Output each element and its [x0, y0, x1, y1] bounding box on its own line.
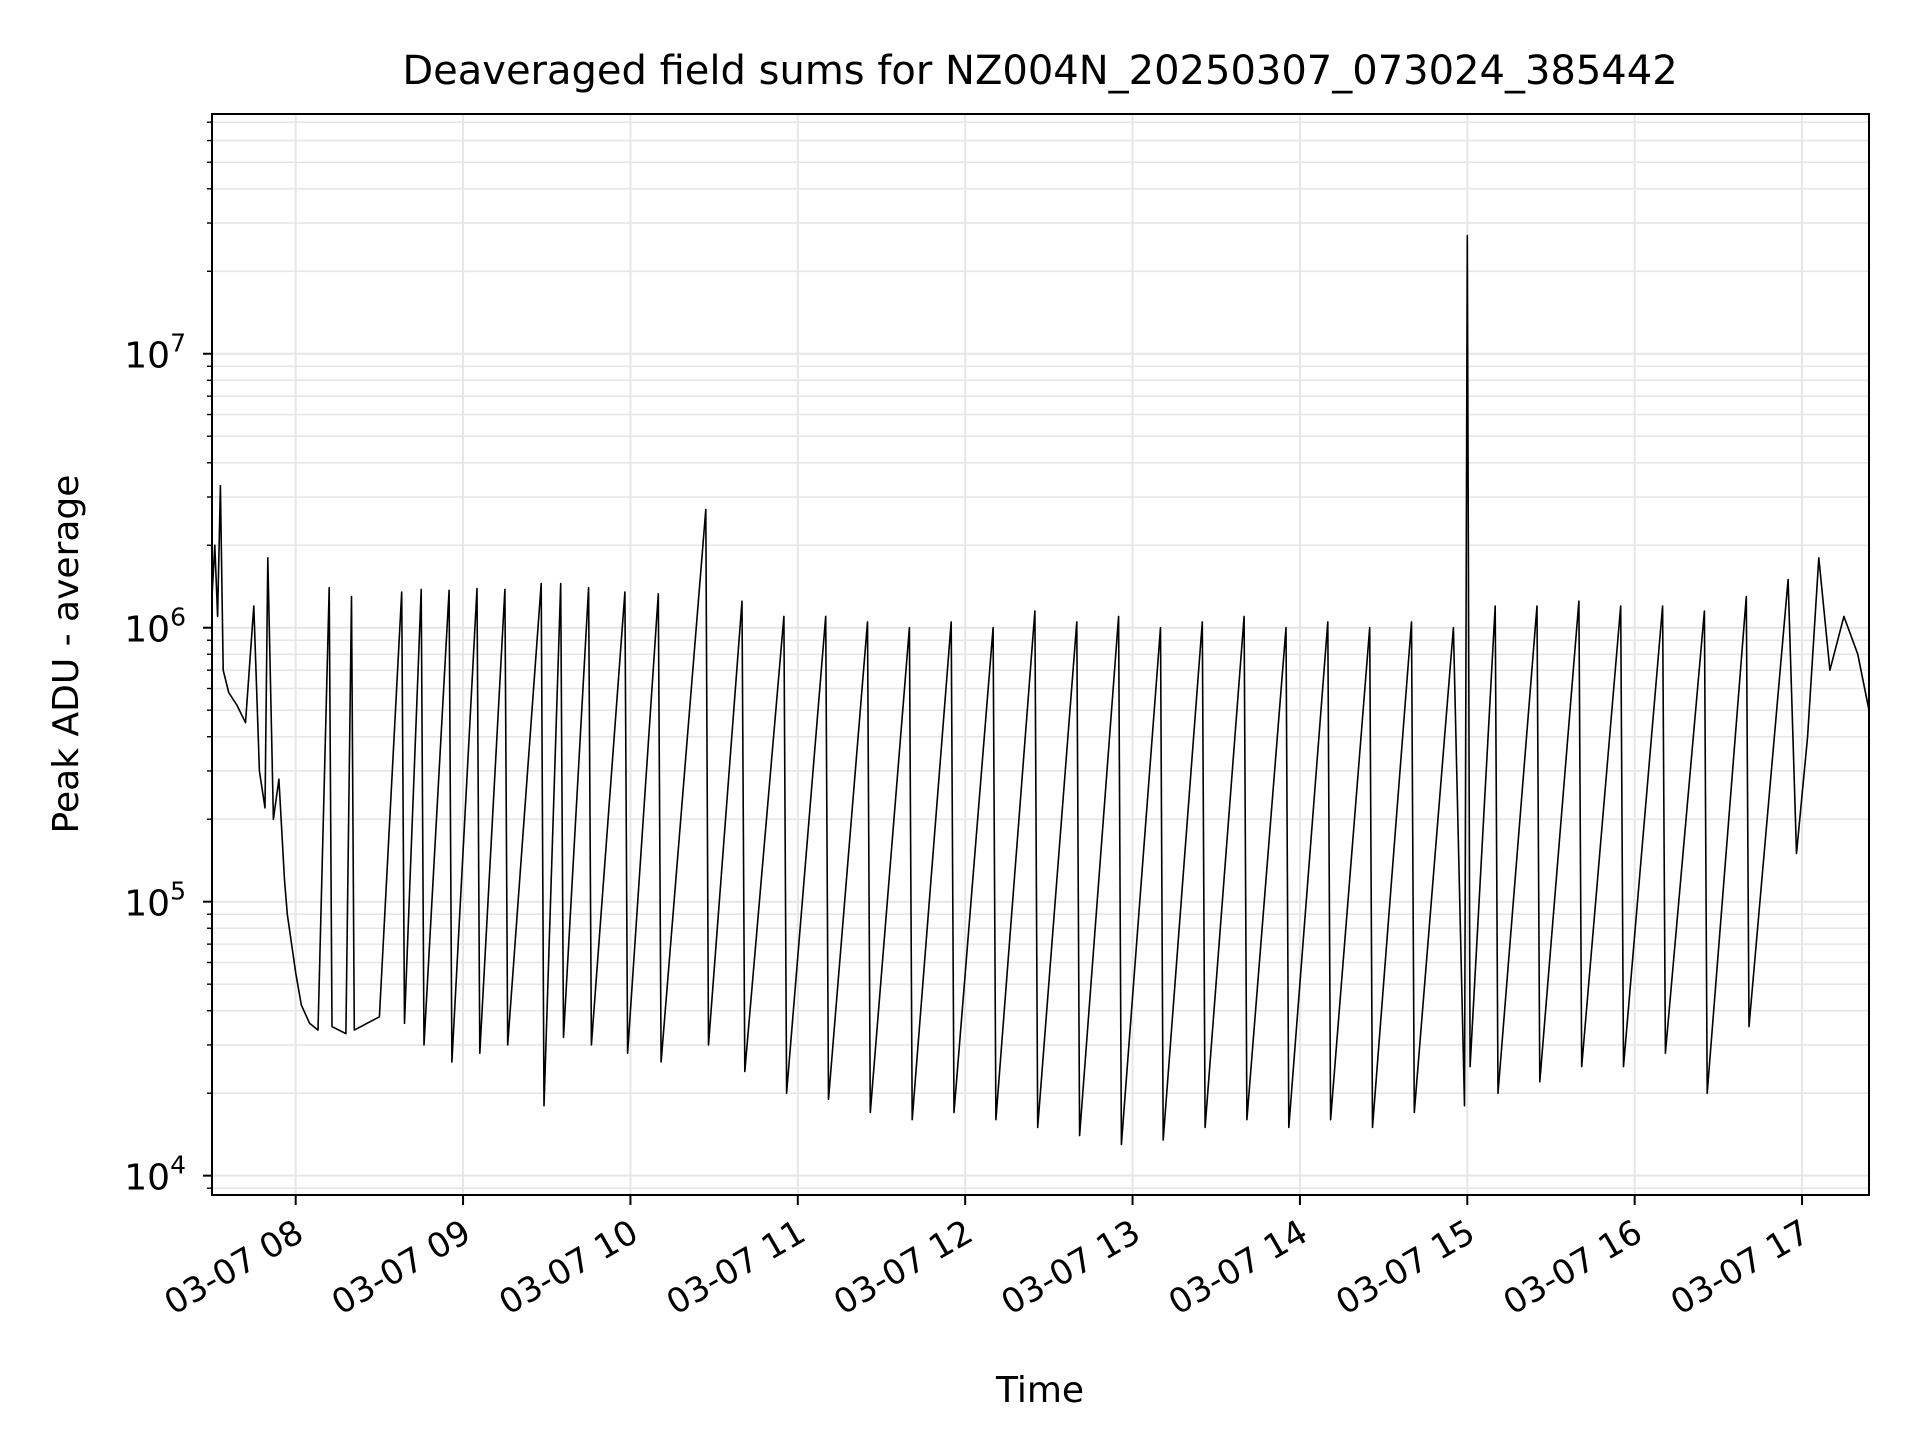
y-tick-label: 105 [124, 877, 186, 925]
y-tick-label: 107 [124, 329, 186, 377]
chart-title: Deaveraged field sums for NZ004N_2025030… [402, 48, 1677, 94]
x-tick-label: 03-07 08 [158, 1212, 310, 1323]
x-tick-label: 03-07 13 [995, 1212, 1147, 1323]
x-axis-label: Time [995, 1370, 1084, 1411]
y-tick-label: 104 [124, 1151, 186, 1199]
y-axis-label: Peak ADU - average [46, 475, 87, 834]
x-axis: 03-07 08 03-07 09 03-07 10 03-07 11 03-07 12… [158, 1195, 1817, 1323]
x-tick-label: 03-07 17 [1664, 1212, 1816, 1323]
x-tick-label: 03-07 12 [827, 1212, 979, 1323]
x-tick-label: 03-07 11 [660, 1212, 812, 1323]
x-tick-label: 03-07 16 [1497, 1212, 1649, 1323]
x-tick-label: 03-07 09 [325, 1212, 477, 1323]
x-tick-label: 03-07 14 [1162, 1212, 1314, 1323]
x-tick-label: 03-07 15 [1329, 1212, 1481, 1323]
y-axis: 104 105 106 107 [124, 121, 212, 1199]
y-tick-label: 106 [124, 603, 186, 651]
series-line [211, 234, 1870, 1146]
x-tick-label: 03-07 10 [493, 1212, 645, 1323]
data-series [211, 234, 1870, 1146]
